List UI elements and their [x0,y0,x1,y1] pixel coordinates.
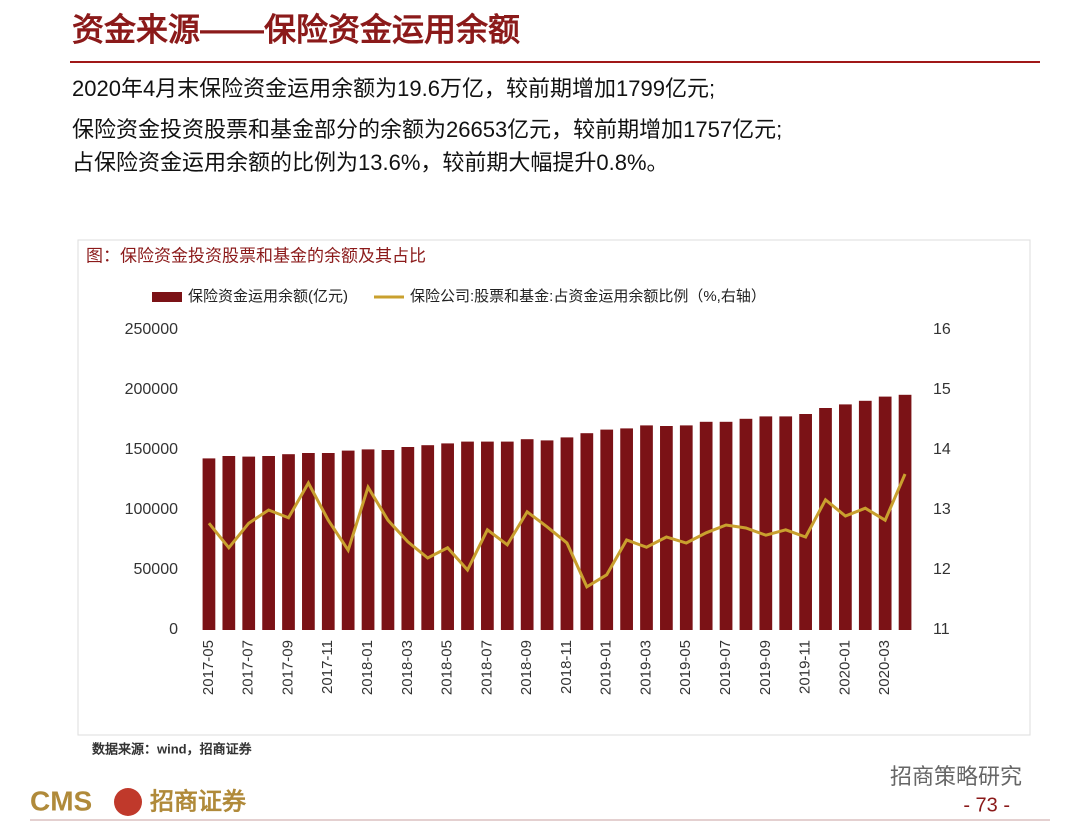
bar [779,416,793,630]
bar [759,416,773,630]
y-tick-label: 200000 [125,381,178,398]
legend-label: 保险资金运用余额(亿元) [188,287,348,305]
bar [421,445,435,630]
y-tick-label: 100000 [125,501,178,518]
chart-frame [77,239,1031,736]
x-tick-label: 2019-01 [598,640,615,695]
bar [898,394,912,630]
x-tick-label: 2019-05 [677,640,694,695]
page-number: - 73 - [963,794,1010,816]
source: 数据来源：wind，招商证券 [92,741,253,756]
bar [520,439,534,630]
y-tick-label: 0 [169,621,178,638]
x-tick-label: 2017-07 [240,640,257,695]
y2-tick-label: 13 [933,501,951,518]
bar [679,425,693,630]
line [207,473,907,589]
bar [560,437,574,630]
x-tick-label: 2018-09 [518,640,535,695]
x-tick-label: 2018-05 [439,640,456,695]
y-tick-label: 150000 [125,441,178,458]
paragraph: 占保险资金运用余额的比例为13.6%，较前期大幅提升0.8%。 [72,150,669,175]
bar [262,456,275,630]
x-tick-label: 2017-11 [319,640,336,694]
x-tick-label: 2019-07 [717,640,734,695]
bar [381,450,395,630]
bar [858,400,872,630]
bar [500,441,514,630]
x-tick-label: 2018-11 [558,640,575,694]
bar [242,456,256,630]
bar [282,454,295,630]
bar [699,421,713,630]
legend-label: 保险公司:股票和基金:占资金运用余额比例（%,右轴） [410,287,766,305]
bar [461,441,474,630]
paragraph: 保险资金投资股票和基金部分的余额为26653亿元，较前期增加1757亿元; [72,117,782,142]
x-tick-label: 2020-03 [876,640,893,695]
paragraph: 2020年4月末保险资金运用余额为19.6万亿，较前期增加1799亿元; [72,76,715,101]
x-tick-label: 2018-01 [359,640,376,695]
bar [640,425,653,630]
y2-tick-label: 15 [933,381,951,398]
bar [620,428,633,630]
chart-title: 图：保险资金投资股票和基金的余额及其占比 [86,246,426,265]
bar [580,433,594,630]
bar [660,426,673,630]
y2-tick-label: 16 [933,321,951,338]
bar [341,450,355,630]
x-tick-label: 2019-11 [797,640,814,694]
x-tick-label: 2018-07 [478,640,495,695]
x-tick-label: 2017-09 [279,640,296,695]
y2-tick-label: 11 [933,621,950,638]
x-tick-label: 2017-05 [200,640,217,695]
bar [222,456,236,630]
bar [799,414,812,630]
bar [481,441,494,630]
bar [202,458,216,630]
y2-tick-label: 14 [933,441,951,458]
bar [302,453,315,630]
x-tick-label: 2020-01 [836,640,853,695]
logo-icon [114,788,142,816]
bar [401,447,415,630]
bar [878,396,892,630]
x-tick-label: 2019-09 [757,640,774,695]
bar [739,418,753,630]
company: 招商证券 [150,787,247,815]
slide-title: 资金来源——保险资金运用余额 [72,11,520,47]
bar [441,443,454,630]
watermark: 招商策略研究 [890,764,1022,789]
bar [321,453,335,630]
x-tick-label: 2018-03 [399,640,416,695]
x-tick-label: 2019-03 [637,640,654,695]
bar [600,429,614,630]
y2-tick-label: 12 [933,561,951,578]
logo: CMS [30,785,92,816]
bar [540,440,554,630]
bar [819,408,832,630]
bar [361,449,375,630]
y-tick-label: 50000 [134,561,179,578]
legend-swatch [152,292,182,302]
y-tick-label: 250000 [125,321,178,338]
